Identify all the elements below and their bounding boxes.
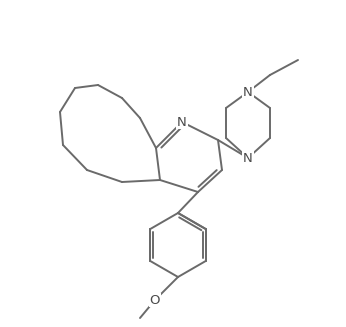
Text: N: N [243,85,253,98]
Text: O: O [150,294,160,306]
Text: N: N [243,151,253,164]
Text: N: N [177,115,187,129]
